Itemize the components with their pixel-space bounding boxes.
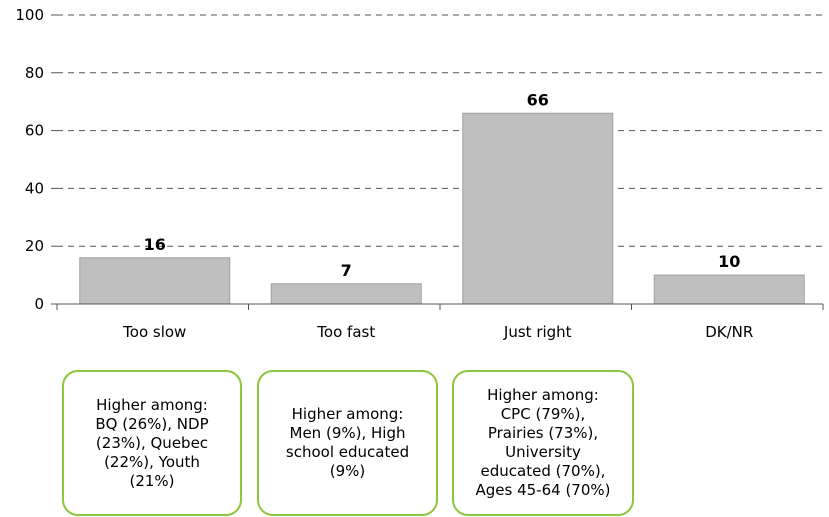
y-axis-ticks: 0 20 40 60 80 100	[15, 6, 57, 313]
bar-dk-nr	[653, 274, 805, 305]
bars	[79, 112, 805, 305]
callout-too-slow: Higher among: BQ (26%), NDP (23%), Quebe…	[62, 370, 242, 516]
bar-too-slow	[79, 257, 231, 305]
y-tick-label: 60	[25, 122, 44, 140]
data-label: 16	[144, 235, 166, 254]
x-axis-ticks: Too slow Too fast Just right DK/NR	[56, 304, 824, 341]
data-label: 10	[718, 252, 740, 271]
bar-too-fast	[270, 283, 422, 305]
callout-too-fast: Higher among: Men (9%), High school educ…	[257, 370, 438, 516]
data-label: 66	[527, 90, 549, 109]
callout-just-right: Higher among: CPC (79%), Prairies (73%),…	[452, 370, 634, 516]
y-tick-label: 100	[15, 6, 44, 24]
data-label: 7	[341, 261, 352, 280]
bar-just-right	[462, 112, 614, 305]
x-tick-label: DK/NR	[705, 323, 753, 341]
y-tick-label: 80	[25, 64, 44, 82]
y-tick-label: 40	[25, 179, 44, 197]
x-tick-label: Too fast	[316, 323, 375, 341]
data-labels: 16 7 66 10	[144, 90, 741, 280]
y-tick-label: 20	[25, 237, 44, 255]
bar-chart: 0 20 40 60 80 100 16 7 66 10 Too slow Too fast Jus…	[15, 6, 824, 341]
gridlines	[57, 14, 823, 247]
x-tick-label: Just right	[503, 323, 572, 341]
x-tick-label: Too slow	[122, 323, 186, 341]
y-tick-label: 0	[34, 295, 44, 313]
